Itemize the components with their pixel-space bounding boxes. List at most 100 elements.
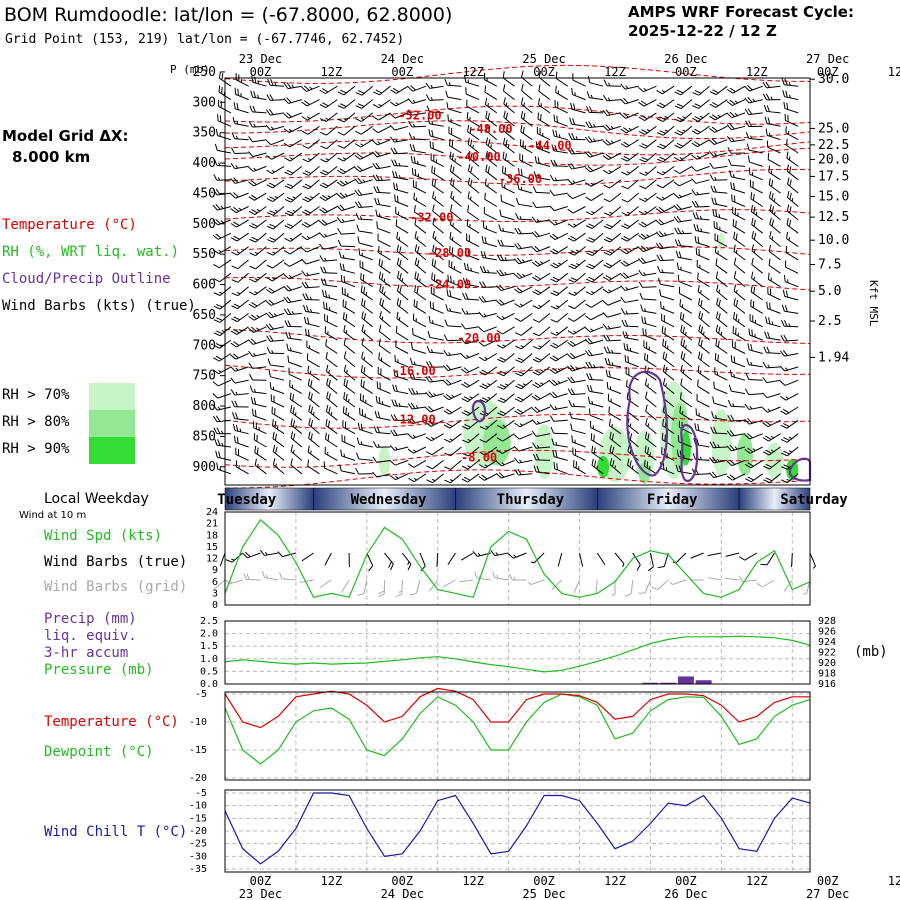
barb-half-feather [591, 210, 595, 214]
barb-shaft [538, 299, 551, 310]
barb-feather [697, 298, 701, 305]
wind-barb [483, 206, 498, 221]
barb-feather [485, 111, 488, 118]
barb-shaft [732, 346, 746, 354]
barb-feather [232, 117, 236, 124]
barb-feather [515, 359, 522, 363]
barb-shaft [324, 206, 338, 214]
wind-barb [603, 346, 621, 354]
barb-feather [515, 345, 522, 350]
barb-shaft [430, 419, 444, 427]
wind-barb [496, 433, 515, 442]
barb-feather [233, 235, 240, 240]
wind-barb [513, 433, 533, 440]
barb-shaft [643, 334, 657, 341]
isotherm-label: -28.00 [428, 246, 471, 260]
barb-feather [479, 399, 487, 403]
dewpoint-series-legend: Dewpoint (°C) [44, 744, 154, 760]
top-hour-label: 12Z [888, 65, 900, 79]
wind-speed-line [224, 518, 811, 599]
wind-barbs-true-legend: Wind Barbs (true) [44, 554, 188, 570]
barb-feather [748, 120, 753, 127]
wind-barb [412, 327, 427, 341]
wind-barb [478, 326, 497, 333]
barb-shaft [769, 237, 781, 247]
wind-barb [531, 216, 551, 223]
barb-feather [344, 288, 346, 296]
barb-feather [230, 366, 236, 372]
barb-feather [378, 258, 381, 266]
barb-feather [234, 412, 239, 420]
barb-feather [256, 434, 258, 442]
wind-barb [425, 419, 444, 427]
barb-feather [465, 87, 467, 95]
barb-feather [540, 113, 542, 121]
barb-feather [532, 358, 540, 363]
barb-feather [392, 87, 400, 93]
barb-feather [662, 351, 665, 359]
wind-barb [716, 284, 728, 301]
barb-feather [307, 445, 310, 453]
barb-feather [503, 110, 506, 118]
barb-shaft [537, 118, 551, 127]
wind-barb [305, 328, 320, 341]
wind-barb [726, 444, 746, 452]
wind-barb [550, 299, 569, 310]
barb-shaft [535, 206, 551, 208]
barb-half-feather [537, 174, 540, 179]
wind-barb [567, 364, 586, 372]
wind-barb [389, 444, 409, 451]
barb-feather [726, 135, 732, 142]
wind-barbs-legend: Wind Barbs (kts) (true) [2, 298, 196, 314]
wind-barb [662, 364, 675, 381]
barb-feather [676, 449, 679, 457]
barb-feather [639, 144, 646, 149]
barb-half-feather [576, 263, 580, 266]
barb-shaft [460, 552, 474, 561]
barb-shaft [358, 218, 373, 221]
barb-feather [781, 452, 788, 457]
barb-shaft [429, 579, 439, 592]
wind-barb [339, 464, 356, 475]
wind-barb [392, 384, 409, 395]
wind-barb [461, 460, 480, 470]
barb-shaft [341, 206, 356, 212]
barb-shaft [494, 577, 509, 581]
barb-shaft [589, 390, 604, 395]
barb-feather [570, 250, 578, 254]
barb-shaft [342, 293, 356, 301]
barb-feather [426, 345, 431, 353]
barb-feather [611, 446, 615, 454]
barb-feather [498, 472, 505, 478]
barb-feather [487, 112, 490, 120]
bottom-date-label: 27 Dec [806, 887, 849, 900]
barb-shaft [465, 353, 480, 359]
barb-shaft [715, 345, 728, 354]
barb-feather [246, 573, 250, 580]
barb-half-feather [217, 406, 221, 410]
barb-shaft [591, 464, 604, 475]
wind-barb [290, 458, 303, 475]
barb-shaft [607, 139, 622, 146]
barb-shaft [591, 192, 604, 201]
barb-feather [321, 88, 329, 93]
barb-feather [521, 83, 524, 91]
barb-feather [355, 452, 360, 460]
barb-shaft [443, 579, 456, 588]
wind-barb [484, 192, 498, 207]
barb-half-feather [484, 464, 488, 467]
barb-shaft [376, 416, 391, 421]
barb-shaft [288, 272, 302, 280]
wind-barb [532, 201, 551, 208]
barb-feather [215, 203, 221, 210]
barb-shaft [323, 295, 338, 301]
barb-feather [696, 393, 698, 401]
barb-feather [268, 287, 275, 293]
barb-feather [375, 395, 378, 403]
barb-shaft [624, 337, 639, 341]
barb-shaft [323, 232, 338, 238]
pressure-tick-label: 600 [193, 278, 216, 293]
barb-feather [735, 299, 739, 307]
surface-wind-barb-true [707, 552, 722, 557]
barb-feather [550, 344, 557, 349]
